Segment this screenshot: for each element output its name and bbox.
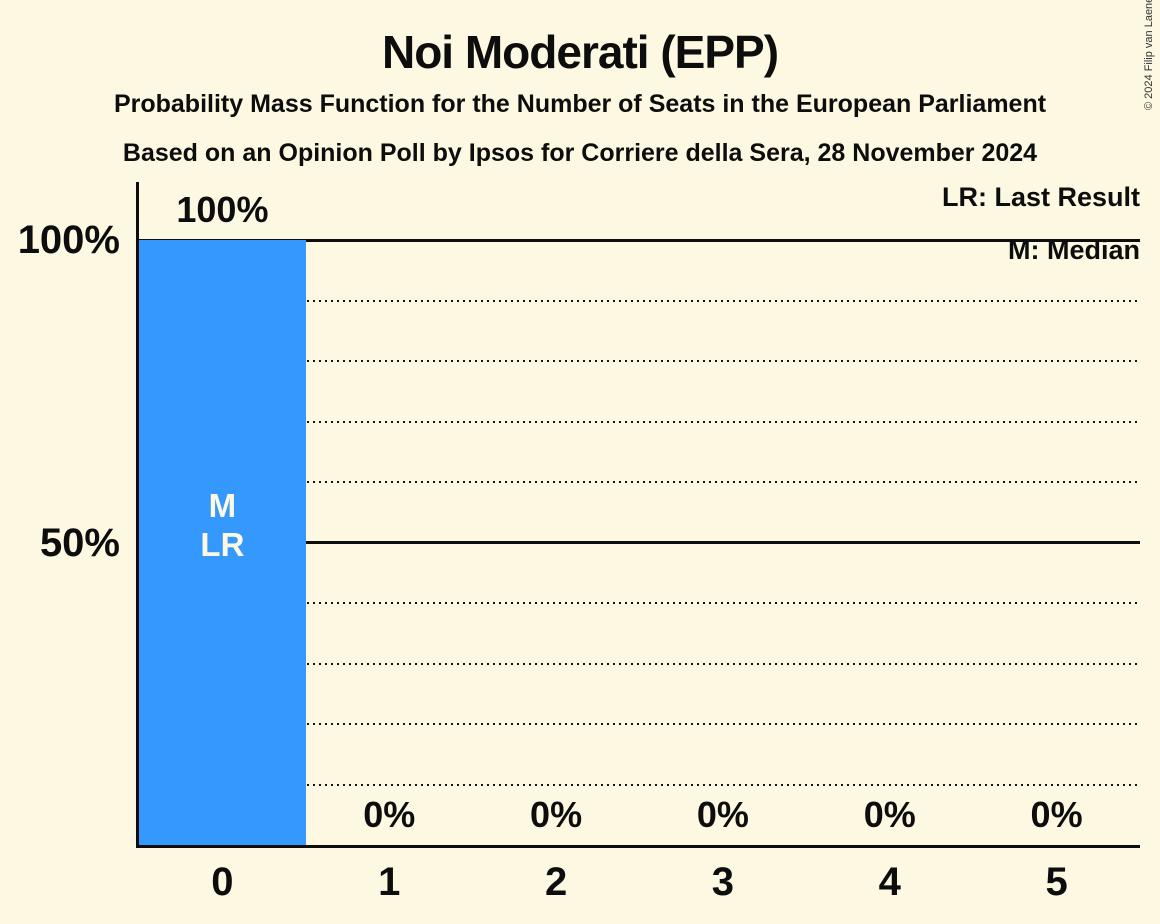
x-tick-0: 0 xyxy=(211,860,234,904)
copyright-note: © 2024 Filip van Laenen xyxy=(1143,0,1155,110)
bar-seats-0 xyxy=(139,240,306,845)
page-title: Noi Moderati (EPP) xyxy=(381,26,779,78)
legend-median: M: Median xyxy=(1008,235,1140,265)
x-tick-2: 2 xyxy=(544,860,568,904)
value-label-0: 100% xyxy=(176,189,269,230)
x-tick-1: 1 xyxy=(378,860,401,904)
legend-last-result: LR: Last Result xyxy=(941,182,1140,212)
gridline-dotted-90 xyxy=(139,299,1140,302)
value-label-3: 0% xyxy=(696,794,749,835)
value-label-1: 0% xyxy=(363,794,416,835)
value-label-5: 0% xyxy=(1030,794,1083,835)
gridline-dotted-30 xyxy=(139,662,1140,665)
value-label-2: 0% xyxy=(530,794,583,835)
gridline-dotted-20 xyxy=(139,723,1140,725)
x-axis-line xyxy=(136,845,1140,848)
subtitle-poll-source: Based on an Opinion Poll by Ipsos for Co… xyxy=(122,139,1038,167)
value-label-4: 0% xyxy=(863,794,916,835)
gridline-dotted-70 xyxy=(139,420,1140,423)
gridline-dotted-60 xyxy=(139,481,1140,483)
subtitle-pmf: Probability Mass Function for the Number… xyxy=(113,90,1047,118)
x-tick-4: 4 xyxy=(878,860,901,904)
gridline-dotted-80 xyxy=(139,360,1140,362)
y-tick-50: 50% xyxy=(39,520,120,565)
x-tick-3: 3 xyxy=(711,860,735,904)
gridline-solid-50 xyxy=(139,541,1140,544)
gridline-dotted-40 xyxy=(139,602,1140,604)
gridline-solid-100 xyxy=(139,238,1140,242)
y-tick-100: 100% xyxy=(17,218,120,262)
y-axis-line xyxy=(136,182,139,848)
x-tick-5: 5 xyxy=(1045,860,1068,904)
gridline-dotted-10 xyxy=(139,783,1140,786)
median-lastresult-label: M LR xyxy=(200,487,245,563)
